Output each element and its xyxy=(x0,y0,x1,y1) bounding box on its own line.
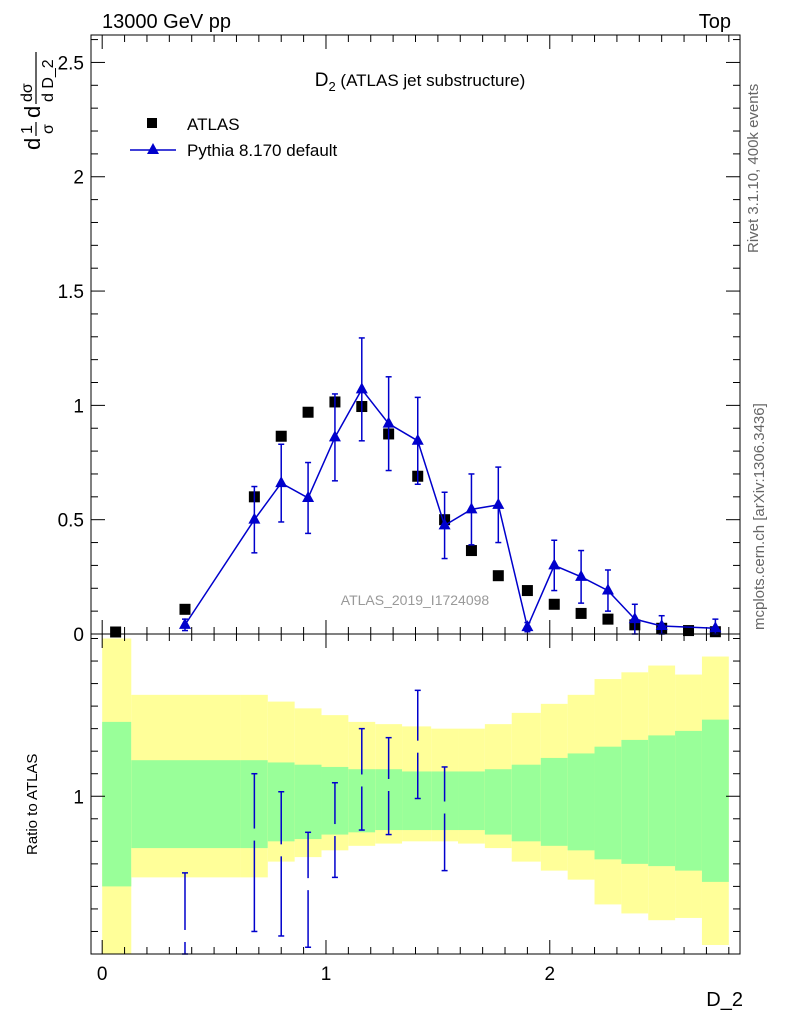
ratio-band-inner xyxy=(540,757,568,846)
atlas-point xyxy=(548,598,560,610)
legend-atlas-label: ATLAS xyxy=(187,115,240,134)
analysis-watermark: ATLAS_2019_I1724098 xyxy=(341,592,490,608)
ratio-band-inner xyxy=(102,721,132,887)
ratio-band-inner xyxy=(701,719,729,882)
main-panel: 00.511.522.5 D2 (ATLAS jet substructure)… xyxy=(58,34,741,646)
pythia-point xyxy=(548,558,561,570)
atlas-point xyxy=(602,613,614,625)
ylabel-d2: d xyxy=(20,106,45,118)
pythia-point xyxy=(382,416,395,428)
legend-pythia-marker xyxy=(147,143,159,154)
pythia-point xyxy=(355,382,368,394)
main-ytick-label: 2 xyxy=(73,168,84,189)
ratio-band-inner xyxy=(131,760,241,849)
main-axis-ticks: 0 0.5 1 1.5 2 2.5 xyxy=(58,35,740,646)
ratio-series-group xyxy=(181,689,448,955)
pythia-point xyxy=(575,569,588,581)
ratio-band-inner xyxy=(458,771,485,831)
main-title-subscript: 2 xyxy=(328,79,335,94)
legend-pythia-label: Pythia 8.170 default xyxy=(187,141,338,160)
ratio-ylabel: Ratio to ATLAS xyxy=(24,754,41,855)
main-ytick-label: 0.5 xyxy=(58,511,84,532)
pythia-point xyxy=(438,518,451,530)
atlas-point xyxy=(302,406,314,418)
ylabel-sigma: σ xyxy=(40,124,57,134)
ylabel-one: 1 xyxy=(19,125,36,134)
ylabel-d1: d xyxy=(20,138,45,150)
atlas-point xyxy=(521,585,533,597)
pythia-point xyxy=(601,583,614,595)
ylabel-dd2: d D_2 xyxy=(40,59,57,102)
atlas-point xyxy=(575,607,587,619)
main-title-text: D xyxy=(315,70,329,91)
pythia-point xyxy=(248,512,261,524)
ratio-ytick-label: 1 xyxy=(73,787,84,808)
ratio-band-inner xyxy=(675,730,702,871)
legend: ATLAS Pythia 8.170 default xyxy=(130,115,338,160)
pythia-point xyxy=(302,490,315,502)
atlas-point xyxy=(683,625,695,637)
pythia-point xyxy=(492,497,505,509)
main-title-suffix: (ATLAS jet substructure) xyxy=(336,71,526,90)
pythia-point xyxy=(411,433,424,445)
pythia-point xyxy=(628,612,641,624)
main-title: D2 (ATLAS jet substructure) xyxy=(315,70,526,94)
x-tick-label: 0 xyxy=(97,964,108,985)
atlas-point xyxy=(492,570,504,582)
pythia-point xyxy=(178,617,191,629)
ratio-band-inner xyxy=(484,769,512,835)
atlas-point xyxy=(465,545,477,557)
pythia-point xyxy=(521,620,534,632)
pythia-point xyxy=(709,621,722,633)
legend-atlas-marker xyxy=(147,118,157,128)
pythia-point xyxy=(655,618,668,630)
x-axis-label: D_2 xyxy=(706,989,743,1011)
pythia-point xyxy=(275,476,288,488)
main-ylabel: d 1 σ d dσ d D_2 xyxy=(19,52,57,150)
ratio-band-inner xyxy=(567,753,595,851)
main-ytick-label: 1 xyxy=(73,396,84,417)
ratio-bands xyxy=(102,638,729,954)
pythia-point xyxy=(465,502,478,514)
x-tick-label: 2 xyxy=(544,964,555,985)
main-ytick-label: 2.5 xyxy=(58,53,84,74)
atlas-point xyxy=(110,626,122,638)
energy-label: 13000 GeV pp xyxy=(102,11,231,33)
main-series-group xyxy=(110,337,722,638)
pythia-line xyxy=(184,388,716,630)
ratio-band-inner xyxy=(648,735,676,867)
ylabel-dsigma: dσ xyxy=(19,83,36,102)
mcplots-label: mcplots.cern.ch [arXiv:1306.3436] xyxy=(751,403,768,630)
x-tick-label: 1 xyxy=(321,964,332,985)
ratio-panel: 0 1 2 1 xyxy=(73,633,741,985)
ratio-band-inner xyxy=(511,764,541,842)
main-ytick-label: 0 xyxy=(73,625,84,646)
ratio-axis-ticks: 0 1 2 1 xyxy=(73,634,740,985)
main-ytick-label: 1.5 xyxy=(58,282,84,303)
atlas-point xyxy=(275,430,287,442)
process-label: Top xyxy=(699,11,731,33)
ratio-band-inner xyxy=(294,764,322,840)
rivet-label: Rivet 3.1.10, 400k events xyxy=(745,83,762,253)
ratio-band-inner xyxy=(402,771,432,831)
atlas-point xyxy=(179,603,191,615)
ratio-band-inner xyxy=(621,739,649,864)
pythia-point xyxy=(328,430,341,442)
ratio-band-inner xyxy=(594,746,622,860)
